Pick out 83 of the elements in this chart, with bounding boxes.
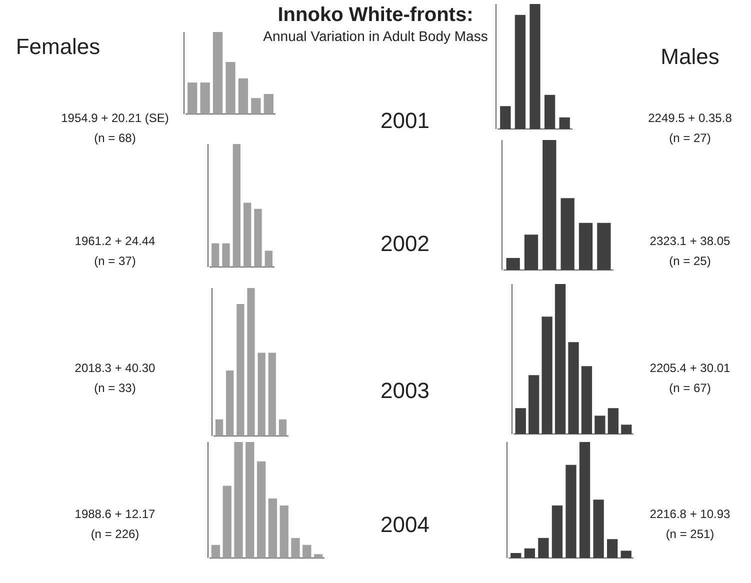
bar bbox=[515, 408, 526, 434]
bar bbox=[258, 352, 266, 436]
bar bbox=[264, 250, 272, 267]
bar bbox=[226, 62, 236, 114]
bar bbox=[544, 94, 556, 129]
bar bbox=[554, 284, 566, 434]
bar bbox=[238, 78, 248, 114]
bar bbox=[215, 419, 224, 436]
bar bbox=[620, 550, 632, 558]
bar bbox=[232, 144, 240, 267]
bar bbox=[581, 366, 592, 434]
text: 2004 bbox=[380, 512, 430, 538]
text: 1988.6 + 12.17 bbox=[74, 506, 156, 523]
bar bbox=[607, 539, 618, 558]
bar bbox=[510, 553, 522, 558]
bar bbox=[244, 202, 252, 267]
bar bbox=[542, 140, 556, 270]
bar bbox=[291, 538, 300, 558]
text: (n = 68) bbox=[93, 130, 137, 147]
bar bbox=[593, 500, 604, 558]
text: 2249.5 + 0.35.8 bbox=[647, 110, 733, 127]
bar bbox=[597, 222, 611, 270]
text: 2323.1 + 38.05 bbox=[648, 233, 732, 250]
bar bbox=[608, 408, 618, 434]
text: 2205.4 + 30.01 bbox=[648, 360, 732, 377]
bar bbox=[552, 505, 563, 558]
bar bbox=[200, 82, 210, 114]
bar bbox=[568, 342, 579, 434]
bar bbox=[254, 208, 262, 267]
bar bbox=[222, 486, 232, 558]
text: Innoko White-fronts: bbox=[276, 4, 474, 27]
text: Males bbox=[660, 44, 720, 70]
bar bbox=[302, 544, 312, 558]
text: (n = 37) bbox=[93, 253, 137, 270]
bar bbox=[621, 424, 632, 434]
bar bbox=[500, 106, 511, 129]
text: 2018.3 + 40.30 bbox=[74, 360, 156, 377]
bar bbox=[578, 222, 593, 270]
text: 2001 bbox=[380, 108, 430, 134]
text: 2003 bbox=[380, 378, 430, 404]
text: (n = 226) bbox=[90, 526, 140, 543]
bar bbox=[566, 464, 576, 558]
bar bbox=[514, 14, 526, 129]
bar bbox=[211, 544, 220, 558]
text: Annual Variation in Adult Body Mass bbox=[263, 28, 488, 44]
bar bbox=[268, 352, 276, 436]
bar bbox=[212, 32, 223, 114]
bar bbox=[226, 370, 234, 436]
bar bbox=[560, 198, 574, 270]
bar bbox=[251, 98, 261, 114]
text: (n = 25) bbox=[668, 253, 712, 270]
bar bbox=[256, 461, 266, 558]
text: (n = 27) bbox=[668, 130, 712, 147]
bar bbox=[530, 4, 540, 129]
text: Females bbox=[14, 34, 102, 60]
bar bbox=[524, 548, 535, 558]
bar bbox=[188, 82, 198, 114]
bar bbox=[236, 304, 244, 436]
text: 2216.8 + 10.93 bbox=[648, 506, 732, 523]
bar bbox=[278, 419, 287, 436]
text: (n = 251) bbox=[664, 526, 716, 543]
text: 1954.9 + 20.21 (SE) bbox=[60, 110, 170, 127]
bar bbox=[579, 442, 590, 558]
bar bbox=[528, 375, 540, 434]
text: (n = 67) bbox=[668, 380, 712, 397]
bar bbox=[234, 442, 243, 558]
bar bbox=[524, 234, 538, 270]
bar bbox=[268, 498, 278, 558]
bar bbox=[247, 288, 255, 436]
bar bbox=[314, 554, 323, 558]
text: (n = 33) bbox=[93, 380, 137, 397]
bar bbox=[538, 538, 549, 558]
bar bbox=[280, 505, 288, 558]
text: 2002 bbox=[380, 231, 430, 257]
bar bbox=[506, 258, 520, 270]
bar bbox=[542, 316, 552, 434]
text: 1961.2 + 24.44 bbox=[74, 233, 156, 250]
bar bbox=[264, 94, 274, 114]
bar bbox=[212, 243, 220, 267]
bar bbox=[246, 442, 254, 558]
bar bbox=[594, 416, 606, 434]
bar bbox=[222, 243, 230, 267]
bar bbox=[559, 117, 570, 129]
